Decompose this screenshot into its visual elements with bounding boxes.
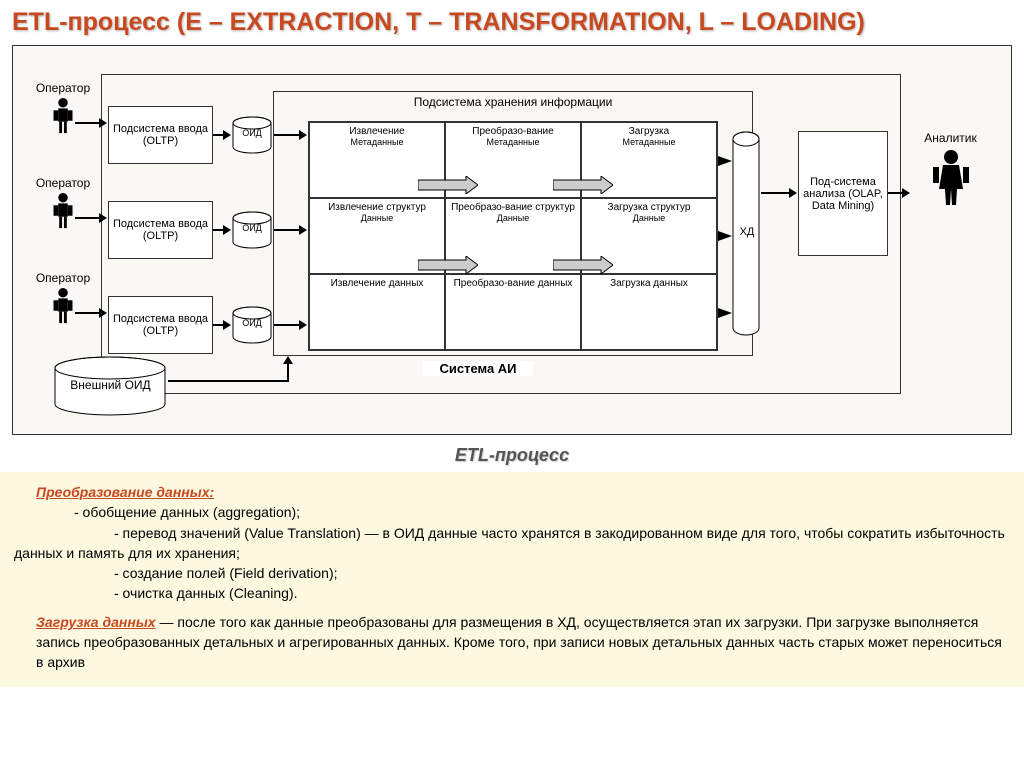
hd-label: ХД: [733, 226, 761, 238]
grid-cell-transform-data: Преобразо-вание данных: [445, 274, 581, 350]
external-oid-label: Внешний ОИД: [53, 378, 168, 392]
oid-cylinder-3: ОИД: [231, 306, 273, 344]
oid-label: ОИД: [231, 223, 273, 233]
cell-sub: Метаданные: [313, 137, 441, 147]
arrow-icon: [213, 128, 231, 142]
system-ai-label: Система АИ: [423, 361, 533, 376]
arrow-icon: [761, 186, 797, 200]
analyst-icon: [931, 149, 971, 205]
arrow-icon: [553, 256, 613, 274]
arrow-icon: [75, 306, 107, 320]
person-icon: [51, 192, 75, 230]
cell-main: Извлечение данных: [313, 278, 441, 289]
analysis-subsystem: Под-система анализа (OLAP, Data Mining): [798, 131, 888, 256]
bullet-aggregation: - обобщение данных (aggregation);: [14, 502, 1010, 522]
load-heading: Загрузка данных: [36, 614, 156, 630]
diagram-container: Оператор Оператор Оператор Подсистема вв…: [12, 45, 1012, 435]
oltp-box-3: Подсистема ввода (OLTP): [108, 296, 213, 354]
etl-grid: ИзвлечениеМетаданные Преобразо-ваниеМета…: [308, 121, 718, 351]
cell-main: Преобразо-вание структур: [449, 202, 577, 213]
oltp-box-1: Подсистема ввода (OLTP): [108, 106, 213, 164]
person-icon: [51, 287, 75, 325]
cell-main: Загрузка данных: [585, 278, 713, 289]
arrow-icon: [718, 154, 732, 168]
cell-main: Преобразо-вание: [449, 126, 577, 137]
operator-label: Оператор: [36, 81, 90, 95]
page-title: ETL-процесс (E – EXTRACTION, T – TRANSFO…: [0, 0, 1024, 45]
arrow-icon: [718, 229, 732, 243]
arrow-icon: [213, 223, 231, 237]
cell-sub: Данные: [585, 213, 713, 223]
oid-cylinder-1: ОИД: [231, 116, 273, 154]
cell-main: Преобразо-вание данных: [449, 278, 577, 289]
cell-sub: Данные: [313, 213, 441, 223]
subtitle: ETL-процесс: [0, 445, 1024, 466]
grid-cell-load-data: Загрузка данных: [581, 274, 717, 350]
cell-main: Загрузка структур: [585, 202, 713, 213]
bullet-translation: - перевод значений (Value Translation) —…: [14, 523, 1010, 564]
cell-main: Загрузка: [585, 126, 713, 137]
transform-heading: Преобразование данных:: [36, 484, 214, 500]
arrow-icon: [888, 186, 910, 200]
arrow-icon: [418, 256, 478, 274]
bullet-text: - перевод значений (Value Translation) —…: [14, 525, 1005, 561]
oid-cylinder-2: ОИД: [231, 211, 273, 249]
person-icon: [51, 97, 75, 135]
arrow-icon: [168, 356, 308, 386]
operator-label: Оператор: [36, 176, 90, 190]
cell-sub: Данные: [449, 213, 577, 223]
operator-label: Оператор: [36, 271, 90, 285]
oltp-box-2: Подсистема ввода (OLTP): [108, 201, 213, 259]
oid-label: ОИД: [231, 318, 273, 328]
description-block: Преобразование данных: - обобщение данны…: [0, 472, 1024, 687]
arrow-icon: [75, 116, 107, 130]
load-body: — после того как данные преобразованы дл…: [36, 614, 1002, 671]
bullet-derivation: - создание полей (Field derivation);: [14, 563, 1010, 583]
oltp-column: Подсистема ввода (OLTP) Подсистема ввода…: [108, 106, 213, 391]
analyst-label: Аналитик: [908, 131, 993, 145]
storage-title: Подсистема хранения информации: [274, 92, 752, 112]
analyst: Аналитик: [908, 131, 993, 210]
cell-main: Извлечение: [313, 126, 441, 137]
arrow-icon: [75, 211, 107, 225]
arrow-icon: [213, 318, 231, 332]
arrow-icon: [418, 176, 478, 194]
load-paragraph: Загрузка данных — после того как данные …: [14, 612, 1010, 673]
cell-sub: Метаданные: [585, 137, 713, 147]
cell-sub: Метаданные: [449, 137, 577, 147]
cell-main: Извлечение структур: [313, 202, 441, 213]
arrow-icon: [553, 176, 613, 194]
bullet-cleaning: - очистка данных (Cleaning).: [14, 583, 1010, 603]
grid-cell-extract-data: Извлечение данных: [309, 274, 445, 350]
arrow-icon: [718, 306, 732, 320]
oid-label: ОИД: [231, 128, 273, 138]
